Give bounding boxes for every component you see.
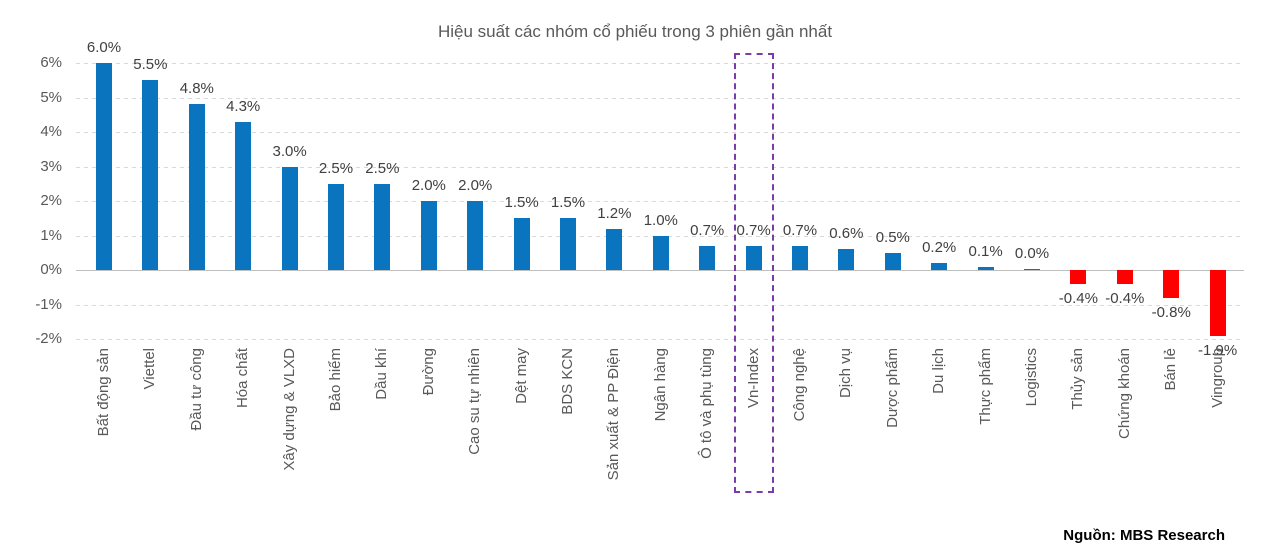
category-label: BDS KCN	[559, 348, 576, 415]
bar-value-label: 2.5%	[365, 159, 400, 177]
category-label: Bán lẻ	[1162, 348, 1180, 391]
bar	[188, 104, 205, 270]
y-gridline	[76, 166, 1244, 168]
bar	[1024, 269, 1040, 270]
bar-value-label: 0.6%	[829, 225, 864, 243]
bar-value-label: 3.0%	[272, 142, 307, 160]
bar-value-label: 0.7%	[690, 221, 725, 239]
category-label: Dầu khí	[373, 348, 391, 400]
bar-value-label: 0.1%	[968, 242, 1003, 260]
category-label: Sản xuất & PP Điện	[605, 348, 623, 481]
y-tick-label: -1%	[35, 295, 62, 313]
y-gridline	[76, 132, 1244, 133]
category-label: Ô tô và phụ tùng	[698, 348, 716, 459]
category-label: Đầu tư công	[187, 348, 205, 431]
bar	[420, 201, 437, 270]
bar-value-label: 1.0%	[643, 211, 678, 229]
bar	[281, 166, 298, 270]
chart-title: Hiệu suất các nhóm cổ phiếu trong 3 phiê…	[437, 22, 833, 41]
category-label: Viettel	[141, 348, 159, 390]
category-label: Vingroup	[1208, 348, 1226, 408]
bar-value-label: 0.7%	[782, 221, 818, 239]
bar	[884, 252, 901, 270]
bar-value-label: 0.7%	[736, 221, 771, 239]
category-label: Du lịch	[930, 348, 948, 394]
y-gridline	[76, 63, 1244, 64]
category-label: Dược phẩm	[883, 348, 901, 428]
zero-axis-line	[76, 270, 1244, 271]
bar-value-label: 1.2%	[597, 204, 632, 222]
category-label: Công nghệ	[791, 348, 808, 422]
bar	[931, 263, 948, 270]
bar	[560, 218, 576, 270]
category-label: Bảo hiểm	[327, 348, 344, 412]
y-tick-label: 0%	[40, 261, 62, 278]
vnindex-highlight-box	[733, 53, 774, 493]
y-tick-label: 1%	[40, 226, 62, 244]
category-label: Xây dựng & VLXD	[280, 348, 298, 471]
y-tick-label: 2%	[40, 192, 62, 209]
y-tick-label: 6%	[40, 54, 62, 71]
bar	[467, 201, 484, 270]
bar-value-label: 2.5%	[318, 159, 354, 177]
bar-value-label: -1.9%	[1198, 341, 1238, 359]
category-label: Thủy sản	[1069, 348, 1087, 410]
bar	[792, 245, 808, 270]
bar-value-label: -0.4%	[1105, 289, 1145, 307]
bar-value-label: 1.5%	[550, 194, 586, 212]
category-label: Đường	[419, 348, 437, 396]
category-label: Bất động sản	[95, 348, 112, 437]
source-credit: Nguồn: MBS Research	[1063, 527, 1225, 544]
y-tick-label: 3%	[40, 157, 62, 175]
bar-value-label: -0.4%	[1058, 289, 1098, 307]
bar	[374, 183, 391, 270]
bar	[328, 183, 344, 270]
bar	[838, 249, 855, 270]
bar-value-label: 2.0%	[458, 177, 493, 194]
bar	[1116, 270, 1133, 284]
category-label: Dệt may	[512, 348, 530, 404]
bar-value-label: 2.0%	[411, 177, 446, 194]
y-tick-label: 5%	[40, 88, 62, 106]
category-label: Logistics	[1023, 348, 1040, 407]
y-gridline	[76, 339, 1244, 340]
category-label: Cao su tự nhiên	[466, 348, 484, 455]
category-label: Hóa chất	[234, 348, 252, 409]
bar	[1070, 270, 1087, 284]
bar-value-label: 6.0%	[86, 39, 122, 56]
category-label: Ngân hàng	[651, 348, 669, 422]
bar-value-label: 4.8%	[179, 80, 214, 98]
bar-value-label: 0.2%	[922, 239, 957, 257]
bar	[235, 121, 252, 270]
y-gridline	[76, 97, 1244, 99]
category-label: Chứng khoán	[1115, 348, 1133, 439]
bar	[513, 218, 530, 270]
category-label: Thực phẩm	[976, 348, 994, 425]
bar	[977, 266, 994, 270]
bar-value-label: 0.0%	[1014, 245, 1050, 262]
y-tick-label: -2%	[35, 330, 62, 347]
y-gridline	[76, 304, 1244, 306]
y-tick-label: 4%	[40, 123, 62, 140]
bar	[1163, 270, 1180, 298]
y-gridline	[76, 201, 1244, 202]
bar	[745, 245, 762, 270]
bar	[606, 228, 623, 270]
bar	[142, 80, 159, 270]
bar-value-label: 4.3%	[226, 97, 261, 115]
bar	[652, 235, 669, 270]
bar-value-label: 1.5%	[504, 194, 539, 212]
bar	[1209, 270, 1226, 336]
bar-value-label: -0.8%	[1151, 303, 1191, 321]
bar	[96, 63, 112, 270]
bar-value-label: 5.5%	[133, 56, 168, 74]
bar	[699, 245, 716, 270]
bar-value-label: 0.5%	[875, 228, 910, 246]
category-label: Dịch vụ	[837, 348, 855, 399]
